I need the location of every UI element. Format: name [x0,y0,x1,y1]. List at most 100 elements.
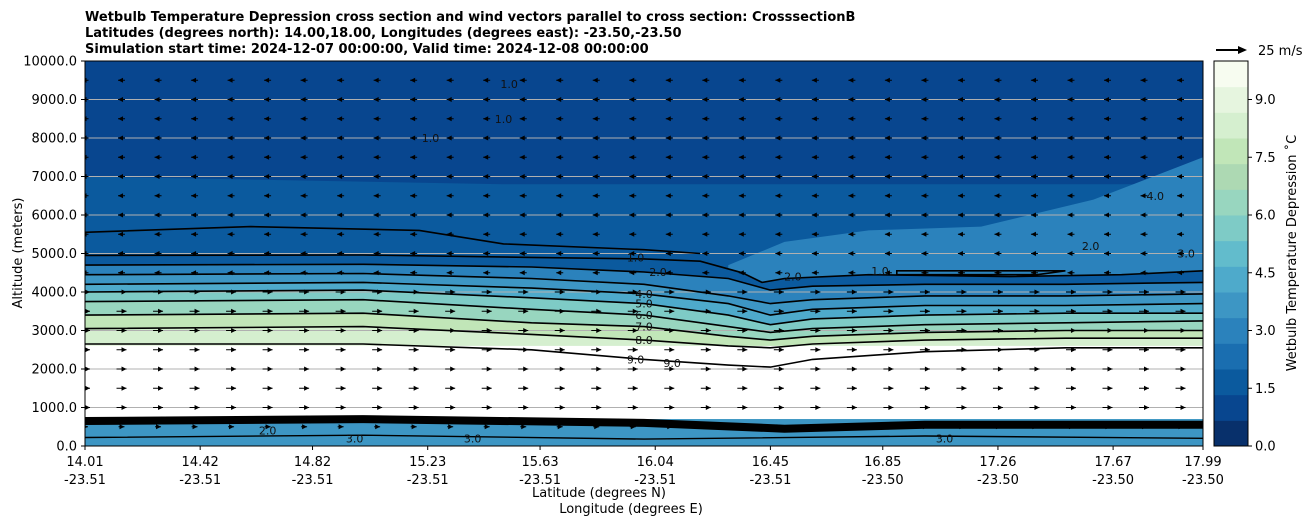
wind-vector-head-17-17 [702,97,708,102]
wind-vector-head-7-6 [340,308,346,314]
x-tick-label-lat-1: 14.42 [182,455,219,470]
wind-vector-head-23-2 [924,385,930,391]
wind-vector-head-20-4 [815,347,821,353]
wind-vector-head-20-15 [811,135,817,141]
wind-vector-head-4-16 [227,116,233,122]
wind-vector-head-19-3 [778,366,784,372]
x-tick-label-lon-4: -23.51 [519,473,561,488]
wind-vector-head-18-15 [738,135,744,141]
wind-vector-head-27-1 [1070,405,1076,410]
wind-vector-head-19-18 [775,77,781,83]
wind-vector-head-18-0 [740,424,746,430]
wind-vector-head-24-11 [957,212,963,218]
contour-lines [85,225,1203,440]
wind-vector-head-1-6 [121,308,127,314]
wind-vector-head-28-10 [1103,231,1109,237]
wind-vector-head-0-12 [85,193,87,199]
wind-vector-head-15-10 [629,231,635,237]
wind-vector-head-10-10 [446,231,452,237]
wind-vector-head-27-13 [1067,174,1073,179]
wind-vector-head-26-13 [1030,174,1036,179]
wind-vector-head-18-11 [738,212,744,218]
wind-vector-head-5-2 [267,385,273,391]
wind-vector-head-25-8 [994,270,1000,276]
wind-vector-head-26-5 [1034,328,1040,333]
wind-vector-head-10-17 [446,97,452,102]
wind-vector-head-3-10 [191,231,197,237]
wind-vector-head-3-6 [194,308,200,314]
wind-vector-head-22-18 [884,77,890,83]
wind-vector-head-11-0 [484,424,490,430]
wind-vector-head-13-18 [556,77,562,83]
wind-vector-head-10-1 [450,405,456,410]
wind-vector-head-8-5 [377,328,383,333]
wind-vector-head-0-3 [85,366,90,372]
wind-vector-head-13-6 [559,308,565,314]
wind-vector-head-7-0 [338,424,344,430]
contour-label-1: 2.0 [649,266,667,279]
x-axis-label-lat: Latitude (degrees N) [532,486,666,501]
wind-vector-head-26-8 [1030,270,1036,276]
wind-vector-head-15-11 [629,212,635,218]
title-line-2: Latitudes (degrees north): 14.00,18.00, … [85,26,682,41]
wind-vector-head-2-14 [154,154,160,160]
wind-vector-head-10-12 [446,193,452,199]
colorbar-swatch-10 [1214,163,1248,190]
wind-vector-head-17-15 [702,135,708,141]
wind-vector-head-0-18 [85,77,87,83]
wind-vector-head-16-4 [669,347,675,353]
wind-vector-head-25-7 [997,289,1003,295]
colorbar-swatch-6 [1214,266,1248,293]
wind-vector-head-25-3 [997,366,1003,372]
wind-vector-head-27-10 [1067,231,1073,237]
wind-vector-head-7-17 [337,97,343,102]
wind-vector-head-5-4 [267,347,273,353]
wind-vector-head-22-7 [888,289,894,295]
wind-vector-head-28-7 [1107,289,1113,295]
wind-vector-head-2-15 [154,135,160,141]
y-tick-label-4: 4000.0 [32,286,78,301]
wind-vector-head-1-11 [118,212,124,218]
wind-vector-head-20-16 [811,116,817,122]
y-tick-label-2: 2000.0 [32,363,78,378]
wind-vector-head-2-0 [156,424,162,430]
wind-vector-head-29-8 [1140,270,1146,276]
quiver-key-label: 25 m/s [1258,44,1303,59]
wind-vector-head-23-18 [921,77,927,83]
wind-vector-head-25-6 [997,308,1003,314]
wind-vector-head-22-15 [884,135,890,141]
wind-vector-head-21-3 [851,366,857,372]
wind-vector-head-2-1 [158,405,164,410]
wind-vector-head-30-6 [1180,308,1186,314]
wind-vector-head-7-3 [340,366,346,372]
wind-vector-head-2-16 [154,116,160,122]
wind-vector-head-1-1 [121,405,127,410]
wind-vector-head-28-9 [1103,251,1109,256]
wind-vector-head-22-0 [886,424,892,430]
y-tick-label-9: 9000.0 [32,93,78,108]
wind-vector-head-14-12 [592,193,598,199]
wind-vector-head-27-7 [1070,289,1076,295]
wind-vector-head-16-2 [669,385,675,391]
wind-vector-head-20-8 [811,270,817,276]
wind-vector-head-29-6 [1144,308,1150,314]
wind-vector-head-4-5 [231,328,237,333]
wind-vector-head-16-6 [669,308,675,314]
wind-vector-head-24-2 [961,385,967,391]
wind-vector-head-6-13 [300,174,306,179]
wind-vector-head-12-16 [519,116,525,122]
wind-vector-head-28-8 [1103,270,1109,276]
wind-vector-head-23-4 [924,347,930,353]
wind-vector-head-8-14 [373,154,379,160]
wind-vector-head-5-8 [264,270,270,276]
wind-vector-head-21-15 [848,135,854,141]
wind-vector-head-9-13 [410,174,416,179]
wind-vector-head-22-4 [888,347,894,353]
wind-vector-head-28-17 [1103,97,1109,102]
wind-vector-head-18-9 [738,251,744,256]
wind-vector-head-10-3 [450,366,456,372]
wind-vector-head-23-0 [922,424,928,430]
wind-vector-head-30-16 [1177,116,1183,122]
wind-vector-head-24-13 [957,174,963,179]
contour-line-7 [85,312,1203,341]
